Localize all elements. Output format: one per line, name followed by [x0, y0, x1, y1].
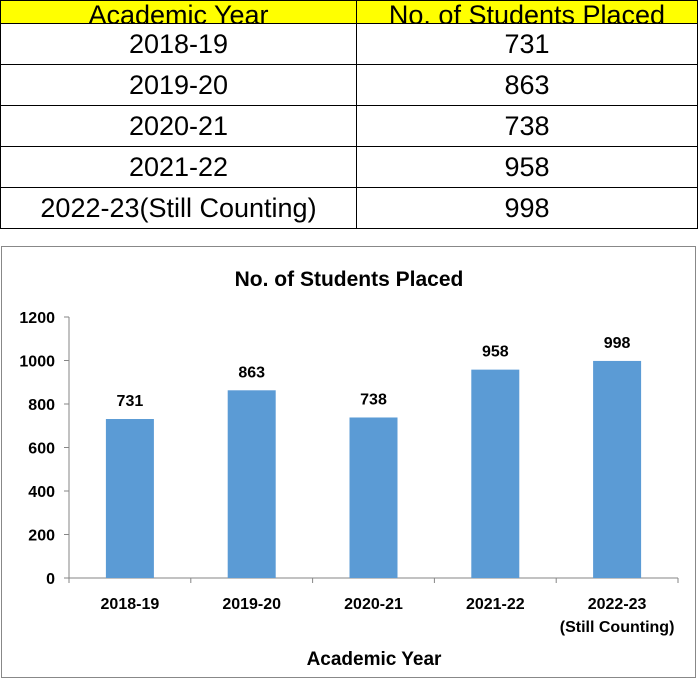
table-row: 2018-19 731 — [0, 23, 698, 65]
bar — [227, 390, 276, 578]
x-tick-label: 2018-19 — [101, 596, 160, 613]
y-tick-label: 1200 — [19, 310, 55, 327]
bar — [349, 417, 398, 578]
cell-year: 2019-20 — [0, 64, 357, 106]
data-label: 863 — [238, 364, 265, 381]
data-label: 998 — [604, 335, 631, 352]
bar — [105, 419, 154, 578]
cell-year: 2020-21 — [0, 105, 357, 147]
chart-container: No. of Students Placed 0 200 400 600 800 1000… — [1, 246, 696, 678]
table-row: 2020-21 738 — [0, 105, 698, 147]
x-tick-label: 2021-22 — [466, 596, 525, 613]
x-tick-label: 2019-20 — [222, 596, 281, 613]
y-tick-label: 0 — [46, 571, 55, 588]
y-tick-label: 400 — [28, 484, 55, 501]
bars: 731 863 738 958 998 — [105, 335, 642, 578]
y-axis: 0 200 400 600 800 1000 1200 — [19, 310, 70, 588]
header-academic-year: Academic Year — [0, 0, 357, 24]
bar — [593, 360, 642, 578]
x-tick-label: (Still Counting) — [560, 619, 675, 636]
cell-placed: 863 — [356, 64, 698, 106]
cell-placed: 998 — [356, 187, 698, 229]
cell-placed: 738 — [356, 105, 698, 147]
placement-table: Academic Year No. of Students Placed 201… — [0, 0, 698, 229]
cell-placed: 958 — [356, 146, 698, 188]
data-label: 731 — [117, 393, 144, 410]
chart-title: No. of Students Placed — [235, 268, 464, 291]
table-header-row: Academic Year No. of Students Placed — [0, 0, 698, 24]
y-tick-label: 600 — [28, 441, 55, 458]
y-tick-label: 800 — [28, 397, 55, 414]
table-row: 2022-23(Still Counting) 998 — [0, 187, 698, 229]
table-row: 2019-20 863 — [0, 64, 698, 106]
y-tick-label: 1000 — [19, 354, 55, 371]
table-row: 2021-22 958 — [0, 146, 698, 188]
bar-chart: No. of Students Placed 0 200 400 600 800 1000… — [19, 268, 679, 670]
y-tick-label: 200 — [28, 528, 55, 545]
cell-year: 2022-23(Still Counting) — [0, 187, 357, 229]
bar — [471, 369, 520, 578]
x-tick-label: 2020-21 — [344, 596, 403, 613]
x-axis-title: Academic Year — [307, 649, 442, 670]
cell-year: 2018-19 — [0, 23, 357, 65]
cell-year: 2021-22 — [0, 146, 357, 188]
cell-placed: 731 — [356, 23, 698, 65]
data-label: 958 — [482, 344, 509, 361]
x-tick-label: 2022-23 — [588, 596, 647, 613]
x-axis: 2018-19 2019-20 2020-21 2021-22 2022-23 (Stil… — [68, 577, 679, 636]
header-students-placed: No. of Students Placed — [356, 0, 698, 24]
data-label: 738 — [360, 391, 387, 408]
